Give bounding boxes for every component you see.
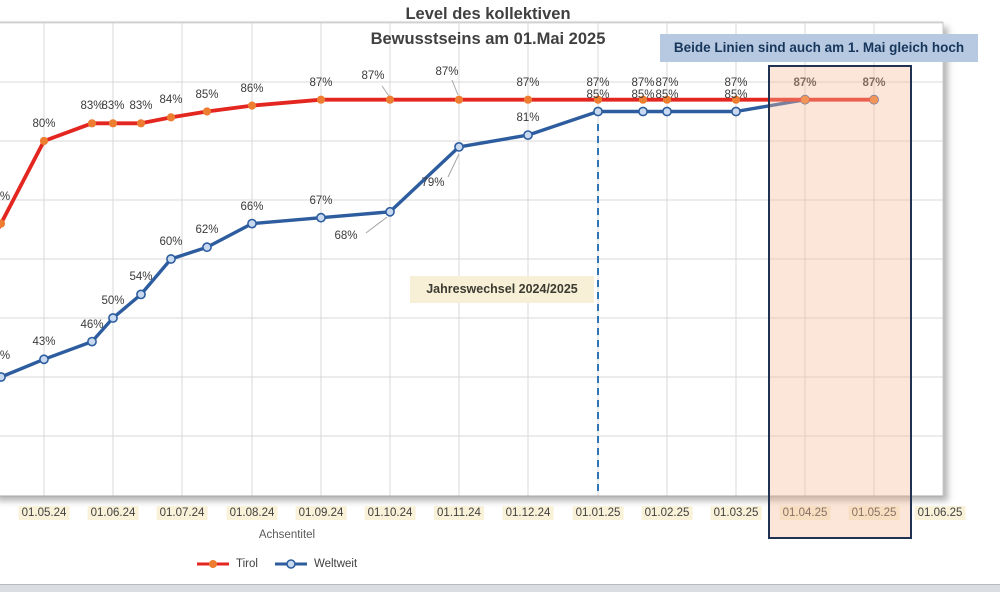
label-leader-line xyxy=(451,79,459,96)
marker-tirol xyxy=(523,95,533,104)
legend-label-weltweit: Weltweit xyxy=(313,558,358,570)
marker-tirol xyxy=(136,119,146,128)
legend-swatch-tirol-icon xyxy=(197,560,229,568)
legend-item-weltweit: Weltweit xyxy=(274,558,357,570)
legend-label-tirol: Tirol xyxy=(236,558,258,570)
marker-weltweit xyxy=(638,106,648,117)
marker-tirol xyxy=(108,119,118,128)
marker-tirol xyxy=(247,101,257,110)
marker-tirol xyxy=(731,95,741,104)
marker-tirol xyxy=(638,95,648,104)
chart-title-line2: Bewusstseins am 01.Mai 2025 xyxy=(370,30,606,48)
highlight-region-april-may xyxy=(768,65,912,539)
marker-weltweit xyxy=(662,106,672,117)
marker-tirol xyxy=(202,107,212,116)
chart-title: Level des kollektiven Bewusstseins am 01… xyxy=(238,2,738,52)
series-line-weltweit xyxy=(0,97,874,380)
label-leader-line xyxy=(447,153,460,178)
marker-tirol xyxy=(662,95,672,104)
marker-weltweit xyxy=(87,336,97,347)
series-line-tirol xyxy=(0,97,874,230)
marker-weltweit xyxy=(247,218,257,229)
label-leader-line xyxy=(381,85,390,97)
marker-tirol xyxy=(385,95,395,104)
marker-weltweit xyxy=(166,254,176,264)
marker-weltweit xyxy=(0,372,6,382)
marker-weltweit xyxy=(593,106,603,117)
marker-weltweit xyxy=(385,206,395,217)
legend-item-tirol: Tirol xyxy=(196,558,258,570)
marker-weltweit xyxy=(108,313,118,323)
annotation-gleich-hoch: Beide Linien sind auch am 1. Mai gleich … xyxy=(660,34,978,62)
legend: Tirol Weltweit xyxy=(196,558,357,570)
window-bottom-edge xyxy=(0,584,1000,592)
label-leader-line xyxy=(365,216,388,234)
marker-weltweit xyxy=(202,242,212,253)
marker-tirol xyxy=(869,95,879,104)
marker-weltweit xyxy=(523,130,533,140)
marker-tirol xyxy=(316,95,326,104)
marker-weltweit xyxy=(136,289,146,300)
marker-tirol xyxy=(593,95,603,104)
marker-tirol xyxy=(800,95,810,104)
marker-tirol xyxy=(0,219,6,228)
marker-tirol xyxy=(39,136,49,146)
annotation-jahreswechsel: Jahreswechsel 2024/2025 xyxy=(410,276,594,303)
marker-tirol xyxy=(454,95,464,104)
marker-weltweit xyxy=(316,212,326,223)
legend-swatch-weltweit-icon xyxy=(274,559,307,569)
marker-tirol xyxy=(87,119,97,128)
marker-weltweit xyxy=(731,106,741,117)
chart-title-line1: Level des kollektiven xyxy=(405,5,571,23)
marker-weltweit xyxy=(39,354,49,365)
marker-weltweit xyxy=(454,141,464,152)
x-axis-title: Achsentitel xyxy=(258,529,316,541)
marker-tirol xyxy=(166,113,176,122)
